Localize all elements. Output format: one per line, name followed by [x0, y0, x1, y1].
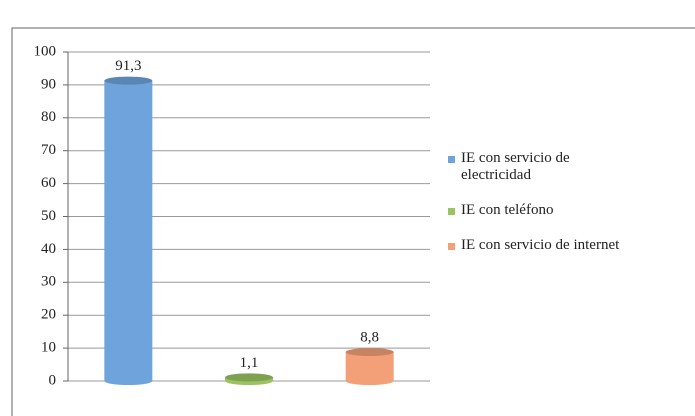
- y-tick-label: 40: [41, 241, 56, 257]
- legend-item: IE con servicio de internet: [448, 237, 688, 254]
- legend-item: IE con servicio de electricidad: [448, 150, 688, 184]
- y-tick-label: 0: [49, 372, 57, 388]
- legend: IE con servicio de electricidad IE con te…: [448, 150, 688, 272]
- data-label: 1,1: [240, 355, 259, 371]
- data-label: 8,8: [360, 329, 379, 345]
- y-tick-label: 100: [34, 43, 57, 59]
- bar: [345, 352, 394, 381]
- y-tick-label: 80: [41, 109, 56, 125]
- legend-label: IE con teléfono: [461, 202, 554, 218]
- bar-top: [225, 373, 273, 382]
- y-tick-label: 60: [41, 175, 56, 191]
- bar-top: [104, 76, 153, 85]
- legend-swatch: [448, 243, 455, 250]
- y-tick-label: 20: [41, 307, 56, 323]
- y-tick-label: 10: [41, 340, 56, 356]
- legend-label: IE con servicio de internet: [461, 237, 620, 253]
- y-tick-label: 30: [41, 274, 56, 290]
- legend-swatch: [448, 208, 455, 215]
- bar-top: [345, 348, 394, 357]
- bar: [104, 80, 153, 382]
- chart-frame: [11, 27, 695, 416]
- y-tick-label: 70: [41, 142, 56, 158]
- y-tick-label: 50: [41, 208, 56, 224]
- legend-item: IE con teléfono: [448, 202, 688, 219]
- legend-swatch: [448, 156, 455, 163]
- y-tick-label: 90: [41, 76, 56, 92]
- legend-label: IE con servicio de electricidad: [461, 150, 570, 183]
- data-label: 91,3: [115, 58, 141, 74]
